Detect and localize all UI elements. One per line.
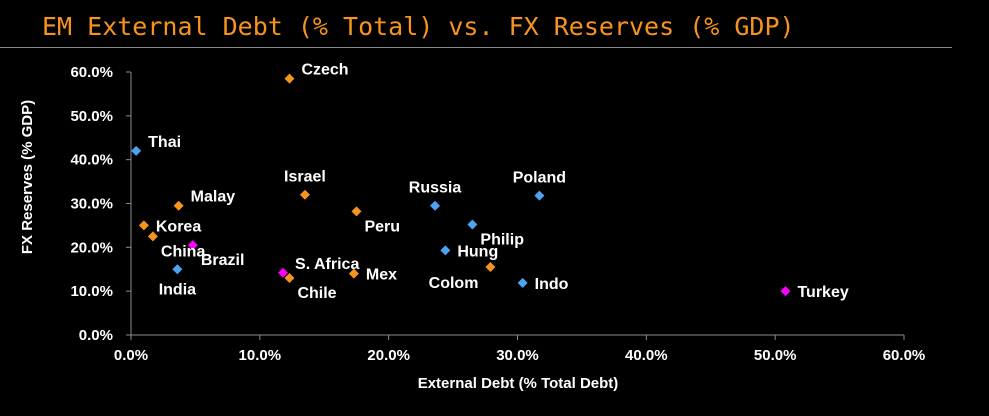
axes: 0.0% 10.0% 20.0% 30.0% 40.0% 50.0% 60.0% 0.0% 10… bbox=[70, 64, 925, 364]
point-thai bbox=[131, 145, 142, 156]
point-brazil bbox=[187, 240, 198, 251]
title-divider bbox=[0, 47, 952, 48]
label-malay: Malay bbox=[191, 189, 236, 206]
point-china bbox=[147, 231, 158, 242]
chart-title: EM External Debt (% Total) vs. FX Reserv… bbox=[42, 12, 795, 41]
label-india: India bbox=[159, 281, 196, 298]
label-colom: Colom bbox=[429, 275, 479, 292]
x-tick-label: 60.0% bbox=[883, 347, 926, 364]
label-s-africa: S. Africa bbox=[295, 256, 359, 273]
point-russia bbox=[430, 200, 441, 211]
label-chile: Chile bbox=[297, 285, 336, 302]
y-tick-label: 30.0% bbox=[70, 196, 113, 213]
point-chile bbox=[284, 273, 295, 284]
label-turkey: Turkey bbox=[797, 284, 848, 301]
label-poland: Poland bbox=[513, 170, 566, 187]
label-china: China bbox=[161, 243, 206, 260]
label-korea: Korea bbox=[156, 218, 201, 235]
point-mex bbox=[348, 268, 359, 279]
x-tick-label: 50.0% bbox=[754, 347, 797, 364]
point-indo bbox=[517, 277, 528, 288]
y-tick-label: 10.0% bbox=[70, 283, 113, 300]
point-hung bbox=[440, 245, 451, 256]
y-tick-label: 40.0% bbox=[70, 152, 113, 169]
label-mex: Mex bbox=[366, 267, 397, 284]
data-points bbox=[131, 73, 791, 297]
point-korea bbox=[138, 220, 149, 231]
y-tick-label: 50.0% bbox=[70, 108, 113, 125]
x-tick-label: 30.0% bbox=[496, 347, 539, 364]
point-czech bbox=[284, 73, 295, 84]
label-philip: Philip bbox=[480, 232, 524, 249]
y-tick-label: 60.0% bbox=[70, 64, 113, 81]
x-tick-label: 40.0% bbox=[625, 347, 668, 364]
point-poland bbox=[534, 190, 545, 201]
point-labels: Czech Thai Israel Malay Russia Poland Peru Phil… bbox=[148, 62, 849, 302]
x-axis-title: External Debt (% Total Debt) bbox=[418, 375, 619, 392]
point-turkey bbox=[780, 286, 791, 297]
x-tick-label: 0.0% bbox=[114, 347, 148, 364]
label-hung: Hung bbox=[457, 243, 498, 260]
point-israel bbox=[299, 189, 310, 200]
label-peru: Peru bbox=[364, 218, 400, 235]
label-indo: Indo bbox=[535, 276, 569, 293]
label-czech: Czech bbox=[301, 62, 348, 79]
y-axis-title: FX Reserves (% GDP) bbox=[19, 100, 36, 254]
point-malay bbox=[173, 200, 184, 211]
label-russia: Russia bbox=[409, 180, 462, 197]
point-colom bbox=[485, 262, 496, 273]
y-tick-label: 20.0% bbox=[70, 239, 113, 256]
point-india bbox=[172, 264, 183, 275]
y-tick-label: 0.0% bbox=[79, 327, 113, 344]
point-peru bbox=[351, 206, 362, 217]
x-tick-label: 10.0% bbox=[239, 347, 282, 364]
label-israel: Israel bbox=[284, 169, 326, 186]
point-philip bbox=[467, 219, 478, 230]
label-thai: Thai bbox=[148, 134, 181, 151]
label-brazil: Brazil bbox=[201, 252, 245, 269]
point-s-africa bbox=[278, 267, 289, 278]
x-tick-label: 20.0% bbox=[367, 347, 410, 364]
